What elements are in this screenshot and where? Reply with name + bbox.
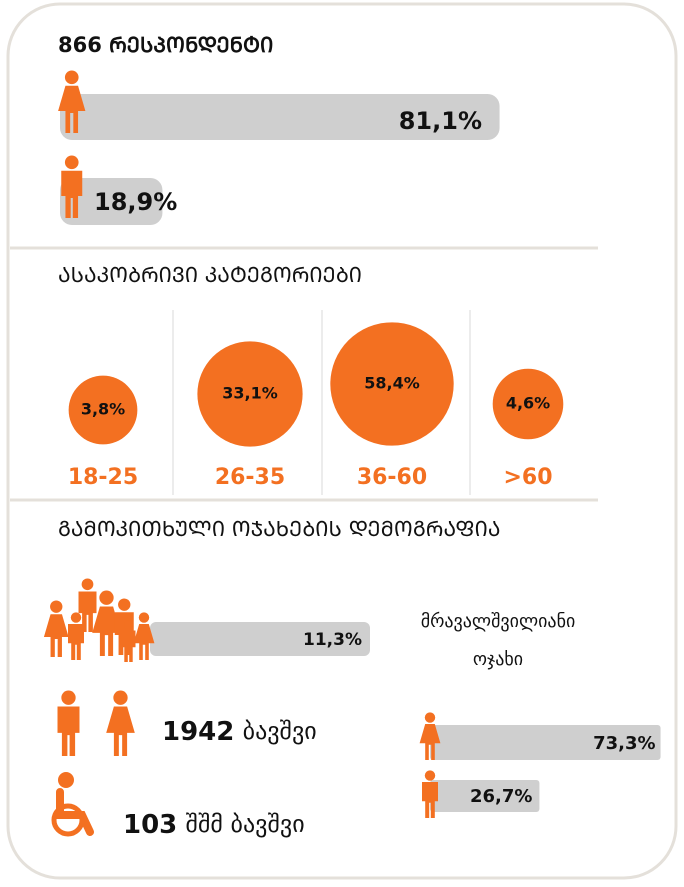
caption: მრავალშვილიანი: [421, 611, 576, 632]
child-icon: [106, 690, 135, 756]
wheelchair-icon: [51, 772, 94, 837]
label: შშმ ბავშვი: [186, 810, 305, 838]
value-label: 11,3%: [303, 630, 362, 650]
age-label: 18-25: [68, 465, 138, 490]
age-label: 26-35: [215, 465, 285, 490]
value-label: 26,7%: [470, 786, 532, 807]
bubble: [68, 375, 138, 445]
child-icon: [57, 690, 80, 756]
bubble-label: 3,8%: [81, 400, 125, 419]
value-label: 81,1%: [399, 107, 482, 135]
section-title: ᲐᲡᲐᲙᲝᲑᲠᲘᲕᲘ ᲙᲐᲢᲔᲒᲝᲠᲘᲔᲑᲘ: [58, 263, 362, 287]
value-label: 73,3%: [593, 733, 655, 754]
age-label: >60: [503, 465, 552, 490]
column-dividers: [172, 310, 471, 495]
bar: [60, 94, 500, 140]
children-count: 1942 ბავშვი: [162, 717, 317, 747]
bubble-label: 58,4%: [364, 374, 420, 393]
disabled-count: 103 შშმ ბავშვი: [123, 810, 305, 840]
count: 1942: [162, 717, 234, 747]
age-groups: 3,8% 18-25 33,1% 26-35 58,4% 36-60 4,6% >60: [68, 322, 564, 490]
frame: [6, 2, 678, 880]
bar: [430, 780, 540, 812]
bubble: [330, 322, 454, 446]
bar: [60, 178, 163, 225]
section-title: ᲒᲐᲛᲝᲙᲘᲗᲮᲣᲚᲘ ᲝᲯᲐᲮᲔᲑᲘᲡ ᲓᲔᲛᲝᲒᲠᲐᲤᲘᲐ: [58, 517, 500, 541]
section-title: 866 ᲠᲔᲡᲞᲝᲜᲓᲔᲜᲢᲘ: [58, 33, 273, 57]
bar: [430, 725, 661, 760]
age-label: 36-60: [357, 465, 427, 490]
bubble: [197, 341, 303, 447]
bubble-label: 33,1%: [222, 384, 278, 403]
count: 103: [123, 810, 177, 840]
bar: [150, 622, 370, 656]
value-label: 18,9%: [94, 188, 177, 216]
bubble-label: 4,6%: [506, 394, 550, 413]
family-icon: [43, 578, 155, 662]
caption: ოჯახი: [473, 649, 523, 670]
bubble: [492, 368, 564, 440]
label: ბავშვი: [243, 717, 317, 745]
